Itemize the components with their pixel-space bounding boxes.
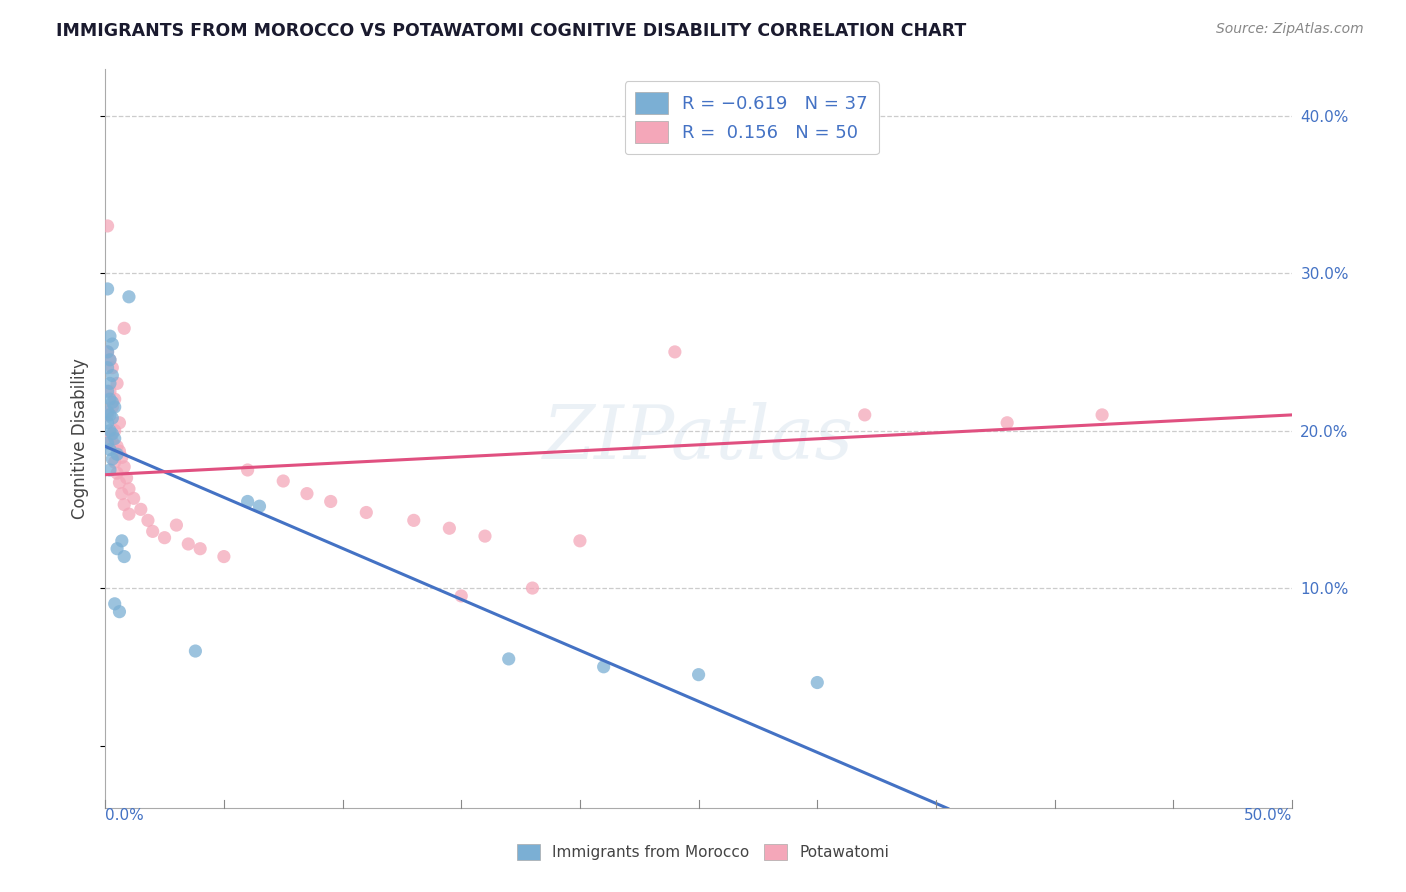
Point: [111, 450, 134, 465]
Point: [105, 376, 128, 391]
Point: [98, 392, 121, 406]
Text: ZIPatlas: ZIPatlas: [543, 402, 853, 475]
Point: [105, 439, 128, 453]
Point: [105, 541, 128, 556]
Legend: R = −0.619   N = 37, R =  0.156   N = 50: R = −0.619 N = 37, R = 0.156 N = 50: [624, 81, 879, 154]
Point: [356, 506, 378, 520]
Point: [101, 400, 124, 414]
Point: [450, 589, 472, 603]
Point: [101, 395, 124, 409]
Text: Source: ZipAtlas.com: Source: ZipAtlas.com: [1216, 22, 1364, 37]
Text: IMMIGRANTS FROM MOROCCO VS POTAWATOMI COGNITIVE DISABILITY CORRELATION CHART: IMMIGRANTS FROM MOROCCO VS POTAWATOMI CO…: [56, 22, 966, 40]
Point: [402, 513, 425, 527]
Point: [98, 442, 121, 457]
Point: [97, 405, 120, 419]
Point: [568, 533, 591, 548]
Point: [101, 434, 124, 449]
Point: [188, 541, 211, 556]
Point: [105, 447, 128, 461]
Legend: Immigrants from Morocco, Potawatomi: Immigrants from Morocco, Potawatomi: [510, 838, 896, 866]
Point: [522, 581, 544, 595]
Point: [98, 463, 121, 477]
Point: [97, 219, 120, 233]
Point: [271, 474, 294, 488]
Point: [112, 321, 135, 335]
Point: [319, 494, 342, 508]
Point: [97, 436, 120, 450]
Point: [165, 518, 187, 533]
Point: [98, 424, 121, 438]
Point: [104, 400, 127, 414]
Point: [122, 491, 145, 506]
Point: [98, 376, 121, 391]
Point: [115, 471, 138, 485]
Point: [108, 475, 131, 490]
Point: [236, 494, 259, 508]
Point: [98, 384, 121, 399]
Point: [97, 408, 120, 422]
Point: [295, 486, 318, 500]
Point: [212, 549, 235, 564]
Point: [101, 426, 124, 441]
Point: [153, 531, 176, 545]
Point: [236, 463, 259, 477]
Point: [101, 368, 124, 383]
Text: 50.0%: 50.0%: [1244, 808, 1292, 823]
Point: [104, 424, 127, 438]
Point: [688, 667, 710, 681]
Point: [97, 282, 120, 296]
Point: [98, 352, 121, 367]
Point: [995, 416, 1018, 430]
Point: [129, 502, 152, 516]
Point: [104, 455, 127, 469]
Point: [105, 466, 128, 480]
Point: [101, 452, 124, 467]
Point: [474, 529, 496, 543]
Point: [184, 644, 207, 658]
Point: [104, 392, 127, 406]
Point: [97, 345, 120, 359]
Point: [97, 384, 120, 399]
Point: [108, 416, 131, 430]
Point: [98, 352, 121, 367]
Point: [112, 549, 135, 564]
Point: [439, 521, 461, 535]
Point: [98, 430, 121, 444]
Point: [118, 482, 141, 496]
Point: [142, 524, 165, 539]
Point: [118, 507, 141, 521]
Point: [104, 597, 127, 611]
Point: [664, 345, 686, 359]
Point: [177, 537, 200, 551]
Point: [97, 345, 120, 359]
Point: [136, 513, 159, 527]
Point: [249, 499, 271, 513]
Point: [118, 290, 141, 304]
Point: [101, 411, 124, 425]
Point: [111, 533, 134, 548]
Point: [111, 486, 134, 500]
Point: [108, 605, 131, 619]
Point: [1091, 408, 1114, 422]
Point: [108, 444, 131, 458]
Point: [97, 360, 120, 375]
Text: 0.0%: 0.0%: [105, 808, 143, 823]
Point: [112, 459, 135, 474]
Point: [98, 408, 121, 422]
Point: [97, 416, 120, 430]
Y-axis label: Cognitive Disability: Cognitive Disability: [72, 358, 89, 519]
Point: [104, 432, 127, 446]
Point: [101, 360, 124, 375]
Point: [101, 337, 124, 351]
Point: [98, 329, 121, 343]
Point: [853, 408, 876, 422]
Point: [498, 652, 520, 666]
Point: [806, 675, 828, 690]
Point: [112, 498, 135, 512]
Point: [592, 660, 614, 674]
